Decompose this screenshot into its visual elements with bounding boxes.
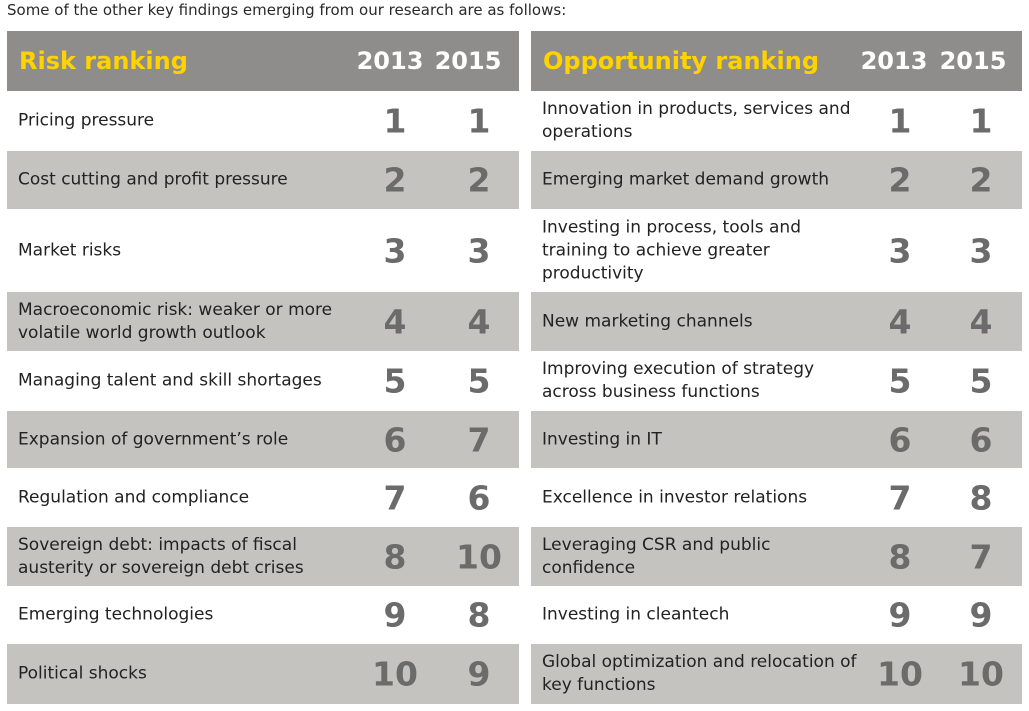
opportunity-label: Investing in IT: [542, 429, 662, 449]
rank-2013: 2: [383, 160, 407, 200]
risk-label: Macroeconomic risk: weaker or more volat…: [18, 299, 333, 343]
rank-2015: 3: [467, 231, 491, 270]
rank-2013: 1: [888, 101, 912, 141]
opportunity-label: Emerging market demand growth: [542, 169, 830, 190]
rank-2013: 4: [888, 302, 912, 341]
table-row: Pricing pressure 1 1: [7, 91, 519, 151]
risk-ranking-table: Risk ranking 2013 2015 Pricing pressure …: [7, 31, 519, 704]
table-row: Market risks 3 3: [7, 209, 519, 292]
rank-2015: 9: [467, 654, 491, 694]
table-row: Excellence in investor relations 7 8: [531, 468, 1022, 527]
rank-2013: 8: [888, 537, 912, 576]
risk-table-body: Pricing pressure 1 1 Cost cutting and pr…: [7, 91, 519, 704]
rank-2015: 10: [456, 537, 502, 576]
risk-label: Regulation and compliance: [18, 487, 250, 507]
opportunity-label: Investing in process, tools and training…: [542, 217, 801, 283]
opportunity-label: Global optimization and relocation of ke…: [542, 652, 857, 695]
table-row: Investing in IT 6 6: [531, 411, 1022, 468]
rank-2013: 6: [383, 420, 407, 459]
risk-year-2013-header: 2013: [356, 47, 424, 75]
risk-table-title: Risk ranking: [19, 47, 188, 75]
rank-2013: 10: [372, 654, 418, 694]
rank-2015: 2: [969, 160, 993, 200]
rank-2013: 10: [877, 654, 923, 694]
rank-2013: 4: [383, 302, 407, 341]
rank-2013: 1: [383, 101, 407, 141]
rank-2013: 9: [888, 595, 912, 635]
table-row: Emerging market demand growth 2 2: [531, 151, 1022, 209]
risk-label: Pricing pressure: [18, 110, 155, 131]
rank-2013: 8: [383, 537, 407, 576]
risk-label: Emerging technologies: [18, 604, 214, 625]
rank-2013: 3: [383, 231, 407, 270]
rank-2015: 4: [467, 302, 491, 341]
rank-2015: 5: [467, 361, 491, 401]
rank-2013: 2: [888, 160, 912, 200]
opportunity-table-body: Innovation in products, services and ope…: [531, 91, 1022, 704]
rank-2015: 2: [467, 160, 491, 200]
risk-label: Expansion of government’s role: [18, 429, 289, 449]
rank-2015: 1: [969, 101, 993, 141]
intro-text: Some of the other key findings emerging …: [7, 1, 567, 19]
table-row: Political shocks 10 9: [7, 644, 519, 704]
opportunity-label: Leveraging CSR and public confidence: [542, 534, 771, 578]
table-row: Investing in process, tools and training…: [531, 209, 1022, 292]
opportunity-year-2015-header: 2015: [939, 47, 1007, 75]
opportunity-year-2013-header: 2013: [860, 47, 928, 75]
table-row: New marketing channels 4 4: [531, 292, 1022, 351]
rank-2013: 9: [383, 595, 407, 635]
table-row: Cost cutting and profit pressure 2 2: [7, 151, 519, 209]
risk-label: Managing talent and skill shortages: [18, 370, 322, 391]
rank-2013: 3: [888, 231, 912, 270]
table-row: Macroeconomic risk: weaker or more volat…: [7, 292, 519, 351]
opportunity-label: Excellence in investor relations: [542, 487, 808, 507]
rank-2015: 4: [969, 302, 993, 341]
opportunity-label: Innovation in products, services and ope…: [542, 99, 851, 142]
rank-2015: 8: [969, 478, 993, 517]
table-row: Sovereign debt: impacts of fiscal auster…: [7, 527, 519, 586]
opportunity-label: Investing in cleantech: [542, 604, 730, 625]
table-row: Innovation in products, services and ope…: [531, 91, 1022, 151]
rank-2015: 6: [467, 478, 491, 517]
risk-year-2015-header: 2015: [434, 47, 502, 75]
table-row: Leveraging CSR and public confidence 8 7: [531, 527, 1022, 586]
opportunity-table-header: Opportunity ranking 2013 2015: [531, 31, 1022, 91]
table-row: Improving execution of strategy across b…: [531, 351, 1022, 411]
table-row: Expansion of government’s role 6 7: [7, 411, 519, 468]
rank-2015: 7: [467, 420, 491, 459]
risk-label: Cost cutting and profit pressure: [18, 169, 288, 190]
rank-2015: 1: [467, 101, 491, 141]
rank-2013: 6: [888, 420, 912, 459]
opportunity-ranking-table: Opportunity ranking 2013 2015 Innovation…: [531, 31, 1022, 704]
risk-label: Market risks: [18, 240, 122, 260]
table-row: Regulation and compliance 7 6: [7, 468, 519, 527]
opportunity-label: Improving execution of strategy across b…: [542, 359, 815, 402]
table-row: Global optimization and relocation of ke…: [531, 644, 1022, 704]
rank-2013: 7: [383, 478, 407, 517]
risk-label: Political shocks: [18, 663, 147, 684]
risk-table-header: Risk ranking 2013 2015: [7, 31, 519, 91]
rank-2013: 7: [888, 478, 912, 517]
opportunity-label: New marketing channels: [542, 311, 753, 331]
rank-2015: 9: [969, 595, 993, 635]
opportunity-table-title: Opportunity ranking: [543, 47, 819, 75]
table-row: Investing in cleantech 9 9: [531, 586, 1022, 644]
rank-2015: 5: [969, 361, 993, 401]
rank-2013: 5: [383, 361, 407, 401]
rank-2015: 10: [958, 654, 1004, 694]
rank-2013: 5: [888, 361, 912, 401]
table-row: Managing talent and skill shortages 5 5: [7, 351, 519, 411]
rank-2015: 7: [969, 537, 993, 576]
risk-label: Sovereign debt: impacts of fiscal auster…: [18, 534, 304, 578]
rank-2015: 6: [969, 420, 993, 459]
table-row: Emerging technologies 9 8: [7, 586, 519, 644]
rank-2015: 8: [467, 595, 491, 635]
rank-2015: 3: [969, 231, 993, 270]
